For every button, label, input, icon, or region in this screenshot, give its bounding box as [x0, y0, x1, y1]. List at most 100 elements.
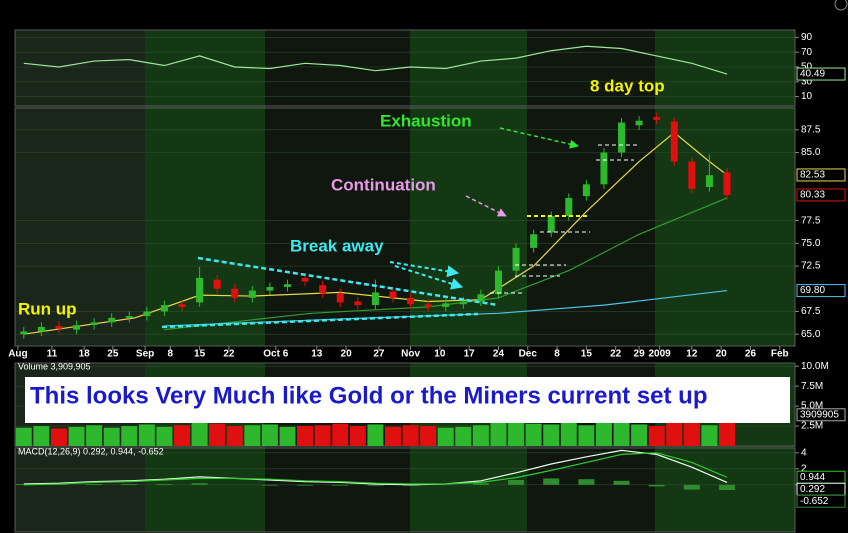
volume-bar: [420, 426, 437, 446]
last-value-box: [796, 408, 846, 422]
volume-bar: [226, 426, 243, 446]
last-value-label: 0.292: [800, 484, 825, 495]
histogram-bar: [297, 484, 314, 486]
candle-body: [284, 284, 292, 287]
x-tick-label: 25: [107, 349, 119, 360]
panel-title: Volume 3,909,905: [18, 361, 91, 371]
candle-body: [407, 297, 415, 305]
volume-bar: [33, 426, 50, 446]
histogram-bar: [613, 480, 630, 485]
series-line: [23, 449, 728, 486]
volume-bar: [560, 422, 577, 446]
candle-body: [371, 292, 379, 306]
x-tick-label: Feb: [771, 349, 789, 360]
volume-bar: [138, 424, 155, 446]
histogram-bar: [472, 483, 489, 485]
annotation: Exhaustion: [380, 111, 472, 130]
x-tick-label: 10: [434, 349, 446, 360]
histogram-bar: [156, 484, 173, 485]
annotation: Continuation: [331, 175, 436, 194]
candle-body: [389, 291, 397, 298]
x-tick-label: 8: [168, 349, 174, 360]
candle-body: [178, 304, 186, 307]
annotation: Break away: [290, 236, 384, 255]
volume-bar: [578, 425, 595, 446]
banner-box: [25, 377, 790, 423]
candle-body: [160, 305, 168, 312]
series-line: [23, 45, 728, 75]
candle-body: [494, 270, 502, 295]
volume-bar: [543, 424, 560, 446]
candle-body: [248, 290, 256, 298]
histogram-bar: [683, 484, 700, 490]
candle-body: [55, 326, 63, 329]
candle-body: [459, 301, 467, 305]
candle-body: [73, 325, 81, 330]
histogram-bar: [332, 484, 349, 486]
drawing-overlay: Run up Break away Continuation Exhaustio…: [18, 0, 848, 456]
volume-bar: [437, 427, 454, 446]
y-tick-label: 30: [801, 76, 813, 87]
candle-body: [424, 304, 432, 307]
histogram-bar: [648, 484, 665, 487]
candle-body: [301, 277, 309, 282]
y-tick-label: 10.0M: [801, 361, 829, 372]
histogram-bar: [578, 479, 595, 485]
volume-bar: [121, 426, 138, 446]
last-value-label: 3909905: [800, 409, 839, 420]
volume-bar: [666, 419, 683, 446]
x-tick-label: 15: [194, 349, 206, 360]
last-value-label: -0.652: [800, 496, 829, 507]
last-value-label: 82.53: [800, 170, 825, 181]
candle-body: [688, 161, 696, 189]
last-value-label: 0.944: [800, 472, 825, 483]
candle-body: [125, 316, 133, 318]
volume-bar: [261, 424, 278, 446]
y-tick-label: 70: [801, 47, 813, 58]
y-tick-label: 67.5: [801, 306, 821, 317]
candle-body: [442, 303, 450, 307]
last-value-box: [796, 494, 846, 508]
x-tick-label: Nov: [401, 349, 420, 360]
y-tick-label: 90: [801, 32, 813, 43]
candle-body: [565, 197, 573, 217]
x-tick-label: 24: [493, 349, 505, 360]
x-tick-label: 8: [554, 349, 560, 360]
volume-bar: [648, 426, 665, 446]
volume-bar: [508, 421, 525, 446]
series-line: [23, 452, 728, 486]
volume-bar: [191, 422, 208, 446]
volume-bar: [156, 426, 173, 446]
x-tick-label: 26: [745, 349, 757, 360]
candle-body: [266, 286, 274, 291]
candle-body: [530, 234, 538, 248]
volume-bar: [15, 427, 32, 446]
volume-bar: [103, 427, 120, 446]
close-icon[interactable]: [834, 0, 848, 11]
x-tick-label: Sep: [136, 349, 154, 360]
volume-bar: [455, 426, 472, 446]
y-tick-label: 87.5: [801, 124, 821, 135]
volume-bar: [279, 426, 296, 446]
last-value-box: [796, 188, 846, 202]
candle-body: [143, 311, 151, 317]
volume-bar: [50, 428, 67, 446]
volume-bar: [244, 425, 261, 446]
volume-bar: [367, 424, 384, 446]
x-tick-label: 13: [311, 349, 323, 360]
x-tick-label: Oct 6: [263, 349, 288, 360]
x-tick-label: 29: [634, 349, 646, 360]
volume-bar: [683, 422, 700, 446]
volume-bar: [297, 426, 314, 446]
x-tick-label: 27: [373, 349, 385, 360]
candle-body: [512, 247, 520, 271]
candle-body: [90, 322, 98, 326]
y-tick-label: 2: [801, 463, 807, 474]
y-tick-label: 77.5: [801, 215, 821, 226]
panel-title: MACD(12,26,9) 0.292, 0.944, -0.652: [18, 446, 164, 456]
x-tick-label: Aug: [8, 349, 27, 360]
candle-body: [582, 184, 590, 197]
candle-body: [20, 331, 28, 335]
